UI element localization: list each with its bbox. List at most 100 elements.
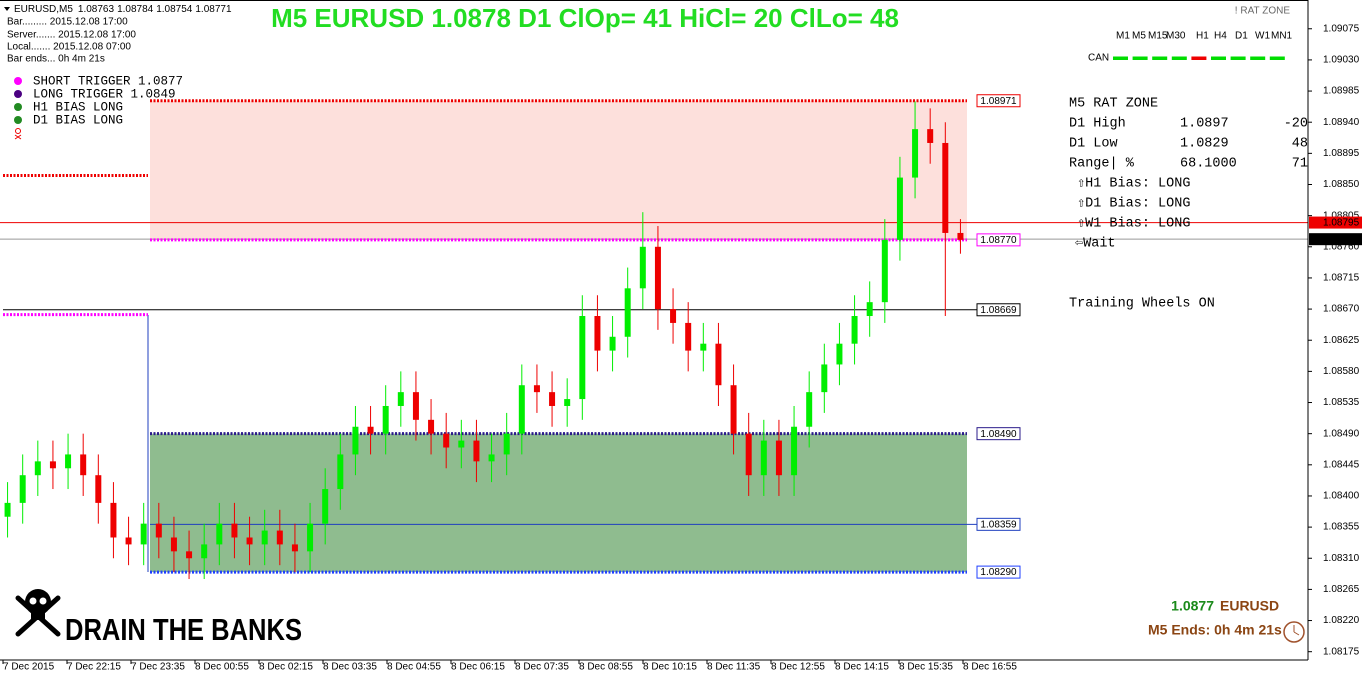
timeframe[interactable]: M15 (1148, 31, 1168, 42)
panel-footer: Training Wheels ON (1069, 297, 1215, 312)
axis-tag: 1.08795 (1323, 218, 1360, 229)
skull (15, 589, 61, 637)
y-tick-label: 1.08310 (1323, 553, 1360, 564)
level-tag-box (976, 517, 1021, 531)
zone (150, 433, 967, 573)
candle-body (745, 433, 752, 476)
low: 1.08754 (156, 4, 193, 15)
headline: M5 EURUSD 1.0878 D1 ClOp= 41 HiCl= 20 Cl… (271, 3, 899, 33)
timeframe[interactable]: M5 (1132, 31, 1146, 42)
skull-head (25, 589, 51, 615)
timeframe[interactable]: M30 (1166, 31, 1186, 42)
candle-body (927, 129, 934, 143)
panel: M5 RAT ZONE D1 High 1.0897 -20 D1 Low 1.0829 4… (1069, 97, 1308, 312)
y-tick-label: 1.08490 (1323, 428, 1360, 439)
x-tick-label: 8 Dec 07:35 (515, 662, 569, 673)
x-tick-label: 8 Dec 16:55 (963, 662, 1017, 673)
can-label: CAN (1088, 53, 1109, 64)
timeframe[interactable]: MN1 (1271, 31, 1293, 42)
legend-dot (14, 77, 22, 85)
legend-icon (14, 128, 22, 140)
high: 1.08784 (117, 4, 154, 15)
y-tick-label: 1.08580 (1323, 366, 1360, 377)
x-tick-label: 8 Dec 10:15 (643, 662, 697, 673)
can-signal (1211, 56, 1226, 60)
level-tag-box (976, 94, 1021, 108)
level-tag: 1.08971 (980, 96, 1017, 107)
candle-body (836, 343, 843, 365)
timeframe[interactable]: D1 (1235, 31, 1248, 42)
candle-body (367, 426, 374, 434)
level-tag: 1.08290 (980, 567, 1017, 578)
legend-text: H1 BIAS LONG (33, 100, 123, 114)
candle-body (715, 343, 722, 386)
panel-value: 1.0897 (1180, 117, 1229, 132)
x-tick-label: 8 Dec 12:55 (771, 662, 825, 673)
y-tick-label: 1.08220 (1323, 615, 1360, 626)
candle-body (412, 392, 419, 420)
candle-body (276, 530, 283, 545)
y-tick-label: 1.08940 (1323, 117, 1360, 128)
panel-title: M5 RAT ZONE (1069, 97, 1158, 112)
candle-body (443, 433, 450, 448)
panel-bias: ⇧W1 Bias: LONG (1077, 217, 1190, 232)
candle-body (912, 129, 919, 178)
axis-tag-box (1309, 233, 1362, 246)
candle-body (231, 523, 238, 538)
candle-body (80, 454, 87, 476)
candle-body (579, 316, 586, 400)
candle-body (428, 419, 435, 434)
candle-body (186, 551, 193, 559)
timeframe[interactable]: W1 (1255, 31, 1270, 42)
candle-body (654, 246, 661, 310)
level-tag-box (976, 303, 1021, 317)
y-tick-label: 1.08715 (1323, 273, 1360, 284)
clock (1283, 621, 1305, 643)
candle-body (685, 322, 692, 351)
candle-body (110, 502, 117, 538)
can-signal (1152, 56, 1168, 60)
candle-body (594, 316, 601, 351)
panel-value: 68.1000 (1180, 157, 1237, 172)
candle-body (34, 461, 41, 476)
brand: DRAIN THE BANKS (65, 612, 302, 647)
candle-body (609, 336, 616, 351)
x-tick-label: 8 Dec 03:35 (323, 662, 377, 673)
x-tick-label: 8 Dec 11:35 (707, 662, 761, 673)
info-line: Local....... 2015.12.08 07:00 (7, 42, 131, 53)
can-signal (1269, 56, 1285, 60)
y-tick-label: 1.08445 (1323, 459, 1360, 470)
x-tick-label: 7 Dec 23:35 (131, 662, 185, 673)
footer-ends: M5 Ends: 0h 4m 21s (1148, 622, 1282, 638)
candle-body (95, 475, 102, 503)
candle-body (670, 309, 677, 323)
x-tick-label: 7 Dec 22:15 (67, 662, 121, 673)
skull-jaw (31, 611, 45, 620)
candle-body (49, 461, 56, 469)
level-tag: 1.08669 (980, 305, 1017, 316)
y-tick-label: 1.08625 (1323, 335, 1360, 346)
menu-arrow (4, 7, 10, 11)
level-tag-box (976, 565, 1021, 579)
x-tick-label: 8 Dec 06:15 (451, 662, 505, 673)
timeframe[interactable]: H4 (1214, 31, 1227, 42)
timeframe[interactable]: M1 (1116, 31, 1130, 42)
candle-body (760, 440, 767, 476)
panel-label: D1 High (1069, 117, 1126, 132)
y-tick-label: 1.08895 (1323, 148, 1360, 159)
candle-body (730, 385, 737, 434)
can-signal (1113, 56, 1128, 60)
mid-layer (3, 99, 967, 574)
footer-symbol: EURUSD (1220, 598, 1279, 614)
panel-label: Range| % (1069, 157, 1135, 172)
candle-body (125, 537, 132, 545)
level-tag-box (976, 233, 1021, 247)
x-tick-label: 8 Dec 14:15 (835, 662, 889, 673)
candle-body (488, 454, 495, 462)
footer-price: 1.0877 (1171, 598, 1214, 614)
timeframe[interactable]: H1 (1196, 31, 1209, 42)
legend-dot (14, 116, 22, 124)
x-tick-label: 8 Dec 15:35 (899, 662, 953, 673)
